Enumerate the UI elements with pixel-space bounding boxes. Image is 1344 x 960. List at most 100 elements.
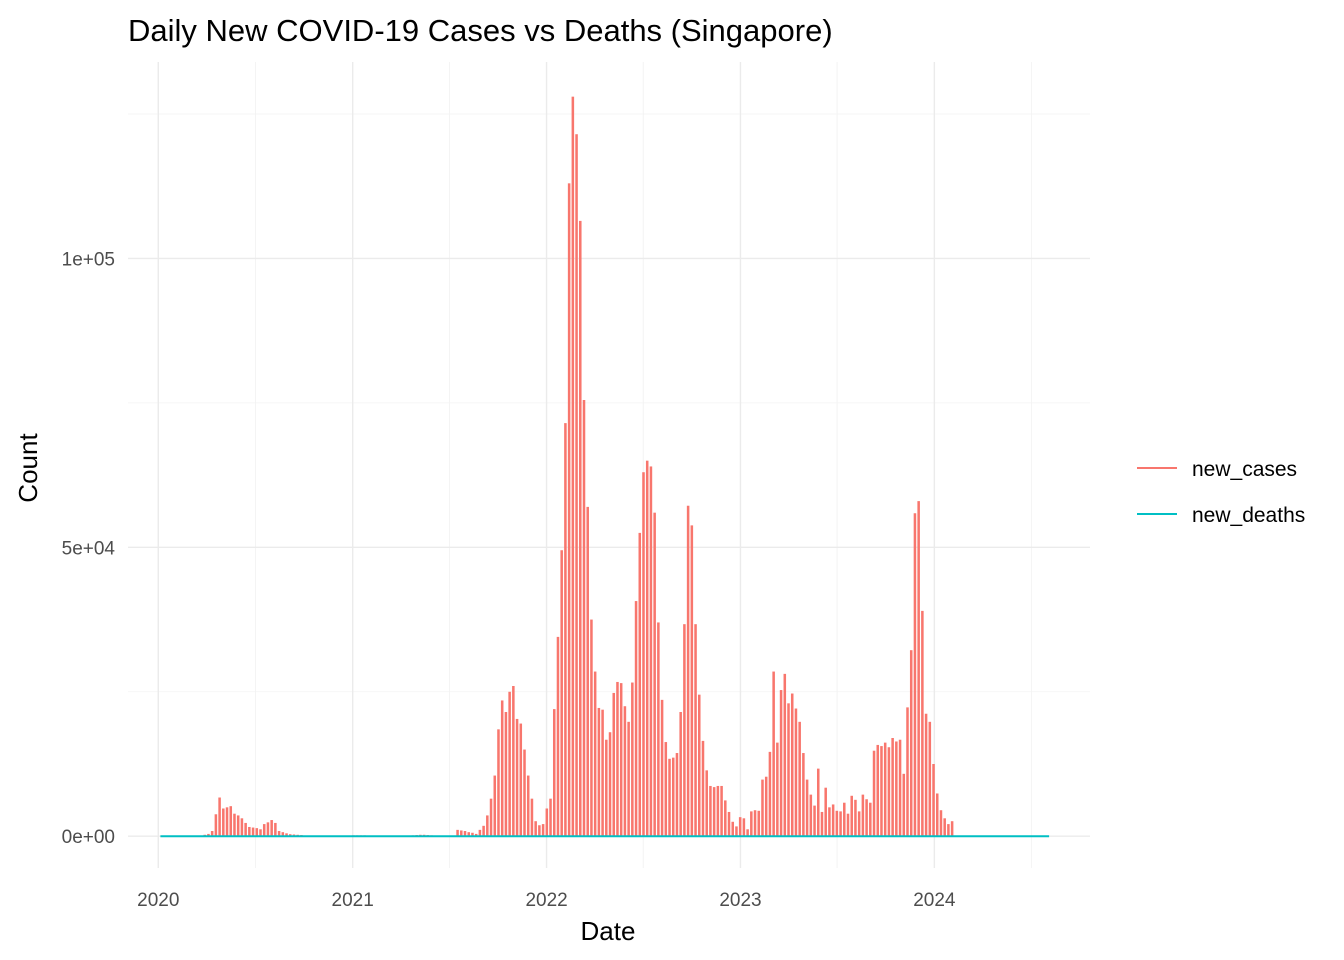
bar-new_cases (742, 818, 746, 837)
y-tick-label: 5e+04 (62, 538, 116, 559)
bar-new_cases (686, 505, 690, 837)
bar-new_cases (761, 779, 764, 837)
bar-new_cases (467, 832, 470, 837)
bar-new_cases (794, 708, 798, 837)
y-axis-title: Count (13, 433, 43, 503)
bar-new_cases (571, 96, 575, 837)
bar-new_cases (750, 811, 753, 837)
bar-new_cases (724, 800, 727, 837)
bar-new_cases (638, 532, 642, 837)
grid-layer (128, 62, 1090, 868)
x-tick-label: 2020 (137, 890, 179, 911)
bar-new_cases (820, 811, 824, 837)
bar-new_cases (898, 739, 902, 837)
legend-label-new_cases: new_cases (1192, 458, 1297, 481)
bar-new_cases (523, 749, 526, 837)
bar-new_cases (222, 808, 225, 837)
bar-new_cases (757, 810, 761, 837)
bar-new_cases (909, 650, 913, 837)
bar-new_cases (210, 831, 214, 837)
bar-new_cases (679, 712, 682, 837)
bar-new_cases (835, 810, 839, 837)
bar-new_cases (631, 682, 634, 837)
bar-new_cases (768, 751, 772, 837)
bar-new_cases (619, 683, 623, 837)
bar-new_cases (924, 713, 928, 837)
bar-new_cases (218, 797, 221, 837)
x-tick-label: 2023 (719, 890, 761, 911)
bar-new_cases (605, 739, 608, 837)
bar-new_cases (486, 815, 489, 837)
bar-new_cases (843, 802, 846, 837)
bar-new_cases (657, 622, 660, 837)
x-axis-title: Date (581, 916, 636, 946)
y-axis-ticks: 0e+00 5e+04 1e+05 (62, 249, 116, 848)
bar-new_cases (214, 814, 218, 837)
bar-new_cases (935, 793, 939, 837)
bar-new_cases (534, 821, 537, 837)
bar-new_cases (277, 831, 281, 837)
bar-new_cases (921, 610, 924, 837)
bar-new_cases (764, 776, 768, 837)
bar-new_cases (861, 794, 865, 837)
bar-new_cases (735, 826, 738, 837)
bar-new_cases (798, 721, 801, 837)
legend: new_cases new_deaths (1137, 458, 1305, 527)
x-tick-label: 2022 (525, 890, 567, 911)
legend-label-new_deaths: new_deaths (1192, 504, 1305, 527)
bar-new_cases (649, 466, 653, 837)
bar-new_cases (809, 794, 813, 837)
bar-new_cases (597, 707, 601, 837)
bar-new_cases (857, 811, 861, 837)
bar-new_cases (541, 824, 545, 837)
bar-new_cases (869, 802, 872, 837)
bar-new_cases (813, 805, 816, 837)
bar-new_cases (727, 811, 731, 837)
bar-new_cases (731, 821, 735, 837)
bar-new_cases (913, 513, 917, 837)
bar-new_cases (460, 830, 463, 837)
bar-new_cases (746, 829, 749, 837)
bar-new_cases (906, 707, 909, 837)
bar-new_cases (738, 817, 742, 837)
bar-new_cases (259, 829, 262, 837)
bar-new_cases (950, 821, 954, 837)
x-tick-label: 2024 (913, 890, 956, 911)
x-tick-label: 2021 (332, 890, 374, 911)
bar-new_cases (883, 742, 887, 837)
bar-new_cases (616, 681, 619, 837)
bar-new_cases (694, 624, 697, 837)
bar-new_cases (642, 472, 645, 837)
bar-new_cases (787, 703, 790, 837)
bar-new_cases (538, 825, 541, 837)
bar-new_cases (456, 829, 459, 837)
bar-new_cases (564, 423, 567, 837)
bar-new_cases (627, 721, 630, 837)
y-tick-label: 0e+00 (62, 827, 115, 848)
bar-new_cases (519, 723, 523, 837)
bar-new_cases (850, 795, 853, 837)
bar-new_cases (753, 810, 757, 837)
bar-new_cases (593, 671, 597, 837)
bar-new_cases (549, 798, 552, 837)
y-tick-label: 1e+05 (62, 249, 115, 270)
bar-new_cases (601, 709, 604, 837)
bar-new_cases (902, 773, 906, 837)
bar-new_cases (683, 624, 686, 837)
bar-new_cases (928, 721, 932, 837)
bar-new_cases (471, 832, 474, 837)
bar-new_cases (712, 787, 716, 837)
bar-new_cases (709, 785, 712, 837)
bar-new_cases (545, 808, 549, 837)
bar-new_cases (668, 758, 671, 837)
bar-new_cases (500, 700, 504, 837)
bar-new_cases (623, 706, 627, 837)
bar-new_cases (664, 742, 668, 837)
bar-new_cases (720, 785, 723, 837)
bar-new_cases (887, 747, 891, 837)
bar-new_cases (854, 799, 857, 837)
x-axis-ticks: 2020 2021 2022 2023 2024 (137, 890, 956, 911)
bar-new_cases (831, 804, 835, 837)
bar-new_cases (586, 506, 589, 837)
bar-new_cases (556, 636, 560, 837)
